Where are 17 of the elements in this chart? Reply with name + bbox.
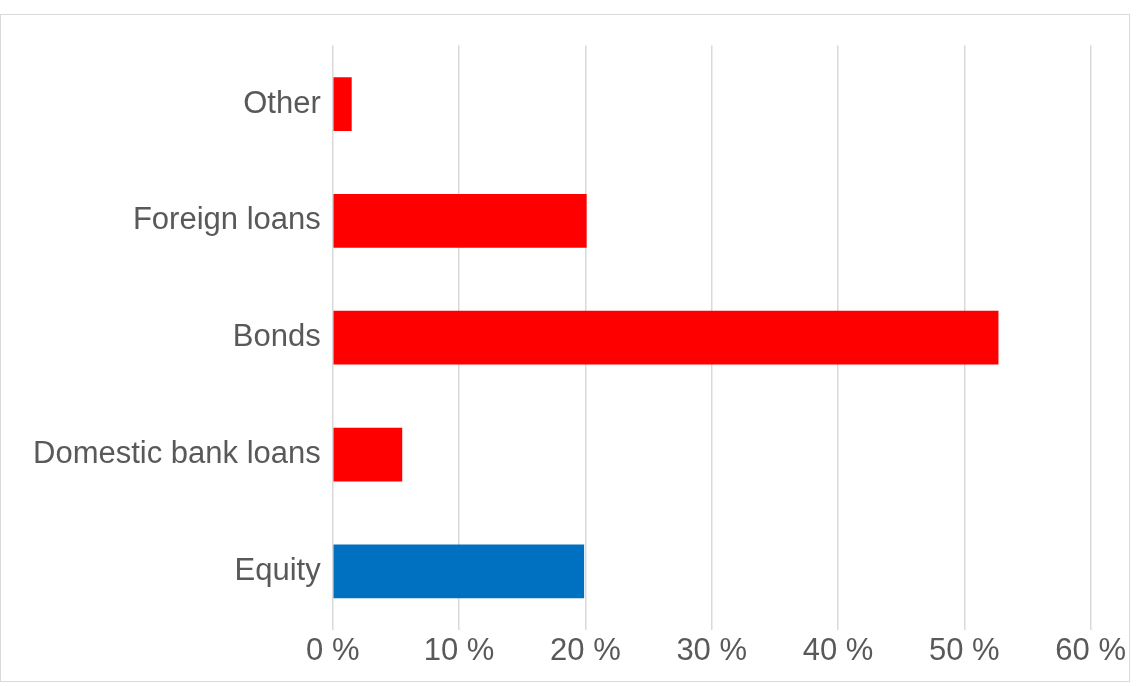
y-tick-label: Other: [243, 84, 321, 120]
x-tick-label: 0 %: [306, 631, 360, 667]
bar: [333, 310, 999, 365]
bar: [333, 544, 585, 599]
bar: [333, 427, 403, 482]
y-tick-label: Domestic bank loans: [33, 435, 321, 471]
bar: [333, 193, 587, 248]
y-tick-label: Equity: [234, 551, 322, 587]
y-tick-label: Bonds: [232, 318, 321, 354]
bar: [333, 77, 352, 131]
x-tick-label: 60 %: [1055, 631, 1127, 667]
x-tick-label: 30 %: [676, 631, 748, 667]
x-tick-label: 20 %: [550, 631, 621, 667]
y-tick-label: Foreign loans: [132, 201, 321, 237]
x-tick-label: 50 %: [929, 631, 1000, 667]
x-tick-label: 10 %: [423, 631, 495, 667]
x-tick-label: 40 %: [802, 631, 874, 667]
